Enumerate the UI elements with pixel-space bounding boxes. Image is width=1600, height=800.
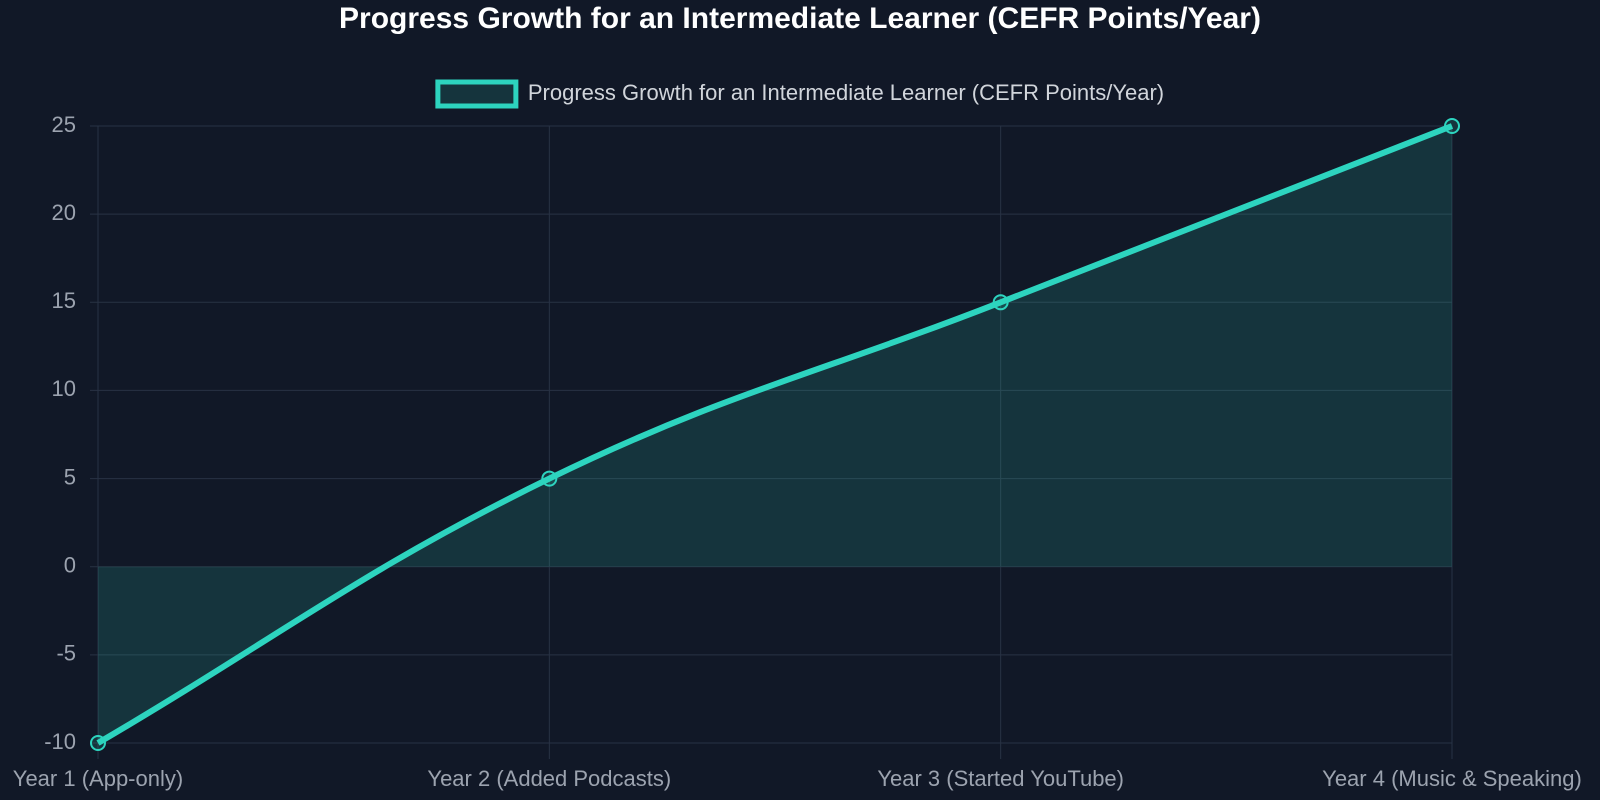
x-tick-label: Year 1 (App-only) <box>13 766 183 791</box>
y-tick-label: 25 <box>52 112 76 137</box>
line <box>96 123 1454 746</box>
y-tick-label: 0 <box>64 553 76 578</box>
x-tick-label: Year 2 (Added Podcasts) <box>427 766 671 791</box>
x-tick-label: Year 3 (Started YouTube) <box>877 766 1124 791</box>
legend: Progress Growth for an Intermediate Lear… <box>435 79 1164 109</box>
area <box>98 126 1452 743</box>
point <box>1444 118 1460 134</box>
point <box>992 294 1009 311</box>
legend-label: Progress Growth for an Intermediate Lear… <box>528 80 1164 105</box>
point <box>90 735 106 751</box>
y-tick-label: 5 <box>64 464 76 489</box>
chart-title: Progress Growth for an Intermediate Lear… <box>339 2 1261 35</box>
point <box>541 470 558 487</box>
y-tick-label: -10 <box>44 729 76 754</box>
legend-swatch <box>435 79 519 109</box>
y-tick-label: -5 <box>56 641 76 666</box>
y-tick-label: 20 <box>52 200 76 225</box>
y-tick-label: 10 <box>52 376 76 401</box>
x-tick-label: Year 4 (Music & Speaking) <box>1322 766 1582 791</box>
y-tick-label: 15 <box>52 288 76 313</box>
